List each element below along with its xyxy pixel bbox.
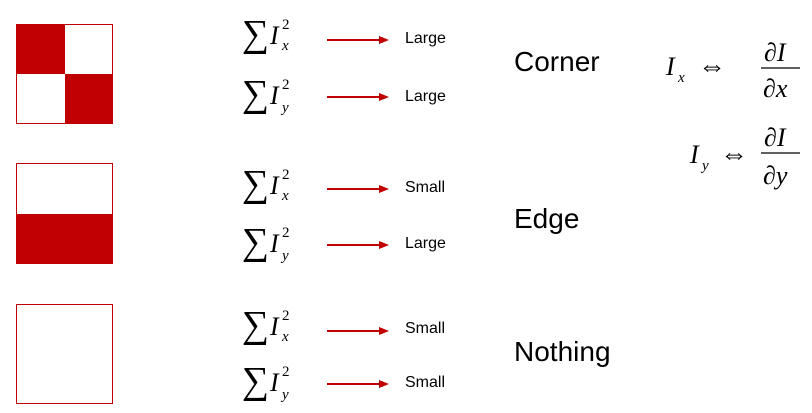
svg-text:∑: ∑ [242,360,269,402]
edge-x-magnitude: Small [405,179,446,196]
svg-text:y: y [280,100,289,116]
edge-x-arrow [327,185,389,193]
svg-text:2: 2 [282,167,290,183]
svg-text:∑: ∑ [242,304,269,346]
svg-text:2: 2 [282,77,290,93]
nothing-y-arrow [327,380,389,388]
svg-text:y: y [700,158,709,174]
svg-text:I: I [269,229,280,258]
edge-y-magnitude: Large [405,235,446,252]
svg-text:2: 2 [282,364,290,380]
svg-text:∂I: ∂I [764,38,787,67]
svg-text:I: I [269,368,280,397]
corner-patch-bottom-right-fill [65,74,113,124]
edge-patch-bottom-fill [17,214,113,264]
svg-text:x: x [677,70,685,86]
svg-text:I: I [269,171,280,200]
svg-text:2: 2 [282,308,290,324]
corner-y-magnitude: Large [405,88,446,105]
svg-text:∂x: ∂x [763,74,788,103]
corner-patch [16,24,113,124]
corner-x-magnitude: Large [405,30,446,47]
edge-patch [16,163,113,264]
svg-text:I: I [665,52,676,81]
svg-text:⇔: ⇔ [720,139,748,170]
derivative-definitions: I x ⇔ ∂I ∂x I y ⇔ ∂I ∂y [665,38,800,190]
svg-text:⇔: ⇔ [698,51,726,82]
svg-text:2: 2 [282,225,290,241]
svg-text:∂I: ∂I [764,123,787,152]
sum-ix-squared-formula: ∑ I 2 x [242,13,322,55]
svg-text:I: I [269,21,280,50]
svg-text:∑: ∑ [242,73,269,115]
sum-ix-squared-formula: ∑ I 2 x [242,304,322,346]
nothing-y-magnitude: Small [405,374,446,391]
svg-text:I: I [269,81,280,110]
nothing-x-magnitude: Small [405,320,446,337]
sum-iy-squared-formula: ∑ I 2 y [242,73,322,116]
ix-definition: I x ⇔ ∂I ∂x [665,38,800,103]
sum-ix-squared-formula: ∑ I 2 x [242,163,322,205]
edge-y-arrow [327,241,389,249]
nothing-label: Nothing [514,336,611,367]
svg-text:x: x [281,329,289,345]
nothing-patch [16,304,113,404]
svg-text:I: I [269,312,280,341]
iy-definition: I y ⇔ ∂I ∂y [689,123,800,190]
svg-text:x: x [281,38,289,54]
svg-text:y: y [280,248,289,264]
svg-text:∑: ∑ [242,163,269,205]
edge-label: Edge [514,203,580,234]
svg-text:∑: ∑ [242,13,269,55]
corner-x-arrow [327,36,389,44]
corner-y-arrow [327,93,389,101]
svg-text:x: x [281,188,289,204]
svg-text:∂y: ∂y [763,161,788,190]
svg-text:y: y [280,387,289,403]
svg-text:2: 2 [282,17,290,33]
corner-patch-top-left-fill [17,25,65,74]
sum-iy-squared-formula: ∑ I 2 y [242,221,322,264]
sum-iy-squared-formula: ∑ I 2 y [242,360,322,403]
corner-label: Corner [514,46,600,77]
svg-text:I: I [689,140,700,169]
svg-text:∑: ∑ [242,221,269,263]
nothing-x-arrow [327,327,389,335]
